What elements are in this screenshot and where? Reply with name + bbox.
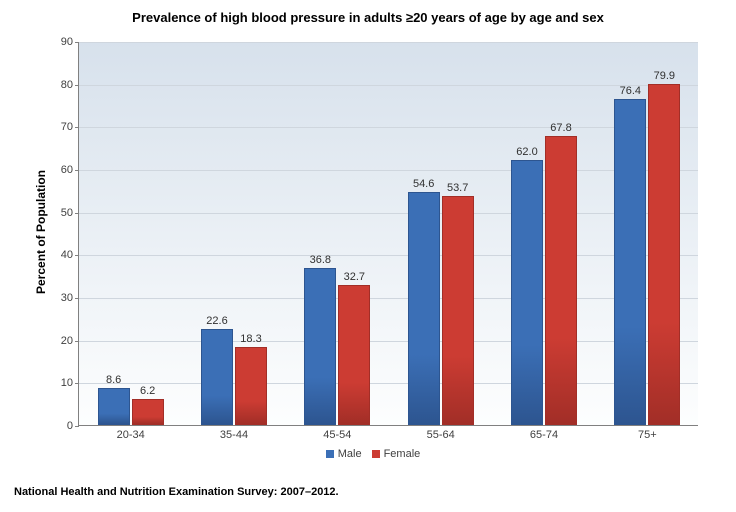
gridline xyxy=(79,213,698,214)
bar-female: 18.3 xyxy=(235,347,267,425)
bar-female: 79.9 xyxy=(648,84,680,425)
bar-value-label: 53.7 xyxy=(447,182,468,197)
y-tick-label: 30 xyxy=(61,292,79,304)
bar-value-label: 67.8 xyxy=(550,122,571,137)
y-tick-label: 20 xyxy=(61,335,79,347)
legend-label: Female xyxy=(384,448,421,460)
bar-male: 36.8 xyxy=(304,268,336,425)
source-note: National Health and Nutrition Examinatio… xyxy=(14,486,339,498)
bar-value-label: 22.6 xyxy=(206,315,227,330)
bar-value-label: 62.0 xyxy=(516,146,537,161)
legend-label: Male xyxy=(338,448,362,460)
bar-male: 62.0 xyxy=(511,160,543,425)
y-tick-label: 10 xyxy=(61,377,79,389)
x-tick-label: 35-44 xyxy=(220,425,248,441)
x-tick-label: 45-54 xyxy=(323,425,351,441)
y-tick-label: 50 xyxy=(61,207,79,219)
gridline xyxy=(79,127,698,128)
gridline xyxy=(79,341,698,342)
gridline xyxy=(79,42,698,43)
x-tick-label: 65-74 xyxy=(530,425,558,441)
bar-value-label: 79.9 xyxy=(654,70,675,85)
y-tick-label: 60 xyxy=(61,164,79,176)
y-tick-label: 90 xyxy=(61,36,79,48)
bar-female: 53.7 xyxy=(442,196,474,425)
bar-female: 6.2 xyxy=(132,399,164,425)
gridline xyxy=(79,255,698,256)
y-tick-label: 0 xyxy=(67,420,79,432)
bar-value-label: 36.8 xyxy=(310,254,331,269)
legend-swatch xyxy=(326,450,334,458)
chart-title: Prevalence of high blood pressure in adu… xyxy=(0,10,736,25)
x-tick-label: 20-34 xyxy=(117,425,145,441)
bar-value-label: 18.3 xyxy=(240,333,261,348)
y-tick-label: 70 xyxy=(61,121,79,133)
gridline xyxy=(79,298,698,299)
bar-female: 67.8 xyxy=(545,136,577,425)
legend: Male Female xyxy=(0,448,736,460)
gridline xyxy=(79,383,698,384)
bar-value-label: 54.6 xyxy=(413,178,434,193)
bar-female: 32.7 xyxy=(338,285,370,425)
y-axis-label: Percent of Population xyxy=(34,170,48,294)
x-tick-label: 75+ xyxy=(638,425,657,441)
y-tick-label: 80 xyxy=(61,79,79,91)
bar-value-label: 8.6 xyxy=(106,374,121,389)
bar-value-label: 76.4 xyxy=(620,85,641,100)
gridline xyxy=(79,85,698,86)
chart-container: Prevalence of high blood pressure in adu… xyxy=(0,0,736,512)
bar-male: 54.6 xyxy=(408,192,440,425)
gridline xyxy=(79,170,698,171)
bar-male: 8.6 xyxy=(98,388,130,425)
bar-value-label: 32.7 xyxy=(344,271,365,286)
y-tick-label: 40 xyxy=(61,249,79,261)
legend-swatch xyxy=(372,450,380,458)
x-tick-label: 55-64 xyxy=(427,425,455,441)
bar-male: 22.6 xyxy=(201,329,233,425)
plot-area: 01020304050607080908.66.220-3422.618.335… xyxy=(78,42,698,426)
bar-male: 76.4 xyxy=(614,99,646,425)
bar-value-label: 6.2 xyxy=(140,385,155,400)
